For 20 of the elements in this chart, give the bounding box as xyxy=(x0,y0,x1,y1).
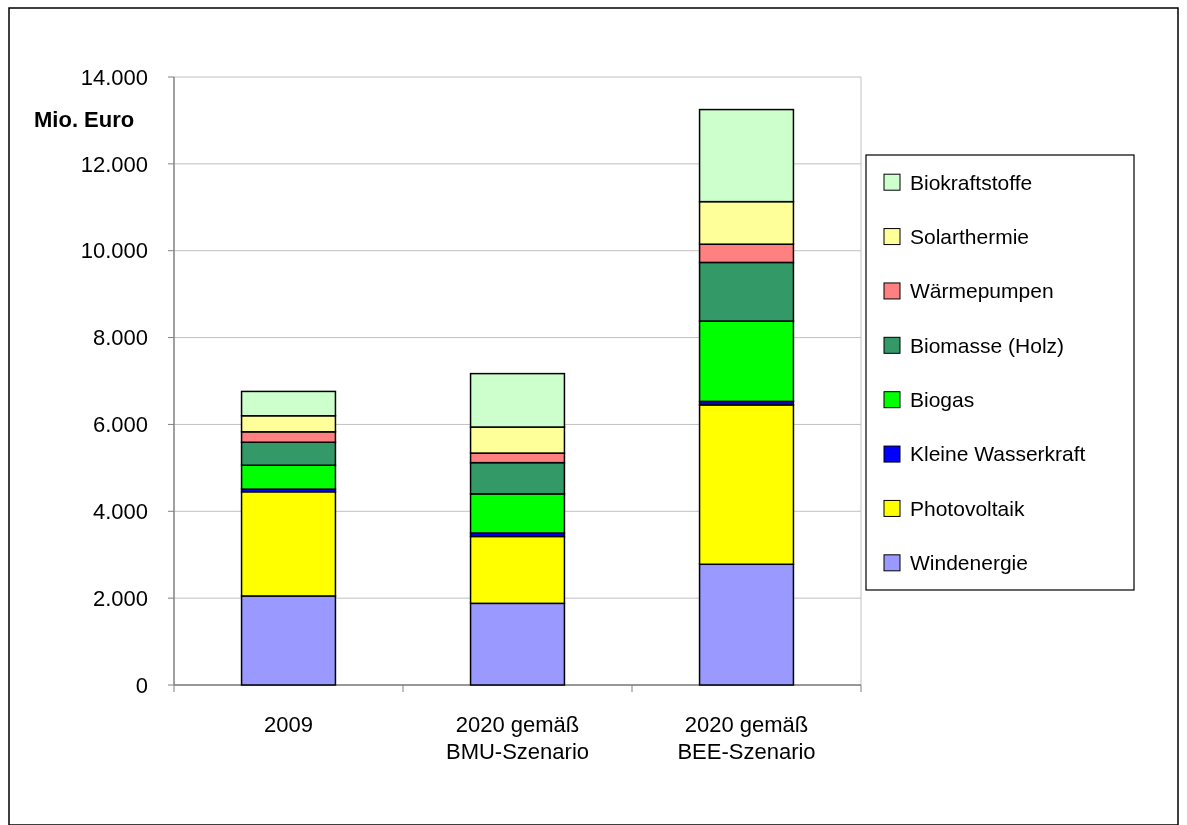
y-axis-title: Mio. Euro xyxy=(34,107,135,132)
legend-label: Biogas xyxy=(910,388,975,412)
x-tick-label: 2020 gemäß BMU-Szenario xyxy=(445,712,590,764)
y-tick-label: 12.000 xyxy=(80,151,148,177)
x-tick-label: 2020 gemäß BEE-Szenario xyxy=(677,712,816,764)
y-tick-label: 10.000 xyxy=(80,238,148,264)
legend-label: Kleine Wasserkraft xyxy=(910,442,1086,466)
y-tick-label: 14.000 xyxy=(80,64,148,90)
x-tick-label: 2009 xyxy=(264,712,313,737)
y-tick-label: 4.000 xyxy=(92,498,148,524)
legend-label: Windenergie xyxy=(910,551,1028,575)
legend-label: Biokraftstoffe xyxy=(910,170,1033,194)
y-tick-label: 6.000 xyxy=(92,412,148,438)
legend-label: Biomasse (Holz) xyxy=(910,333,1065,357)
legend-label: Solarthermie xyxy=(910,224,1030,248)
legend-label: Wärmepumpen xyxy=(910,279,1054,303)
y-tick-label: 8.000 xyxy=(92,325,148,351)
y-tick-label: 2.000 xyxy=(92,585,148,611)
legend-label: Photovoltaik xyxy=(910,496,1025,520)
y-tick-label: 0 xyxy=(135,672,148,698)
